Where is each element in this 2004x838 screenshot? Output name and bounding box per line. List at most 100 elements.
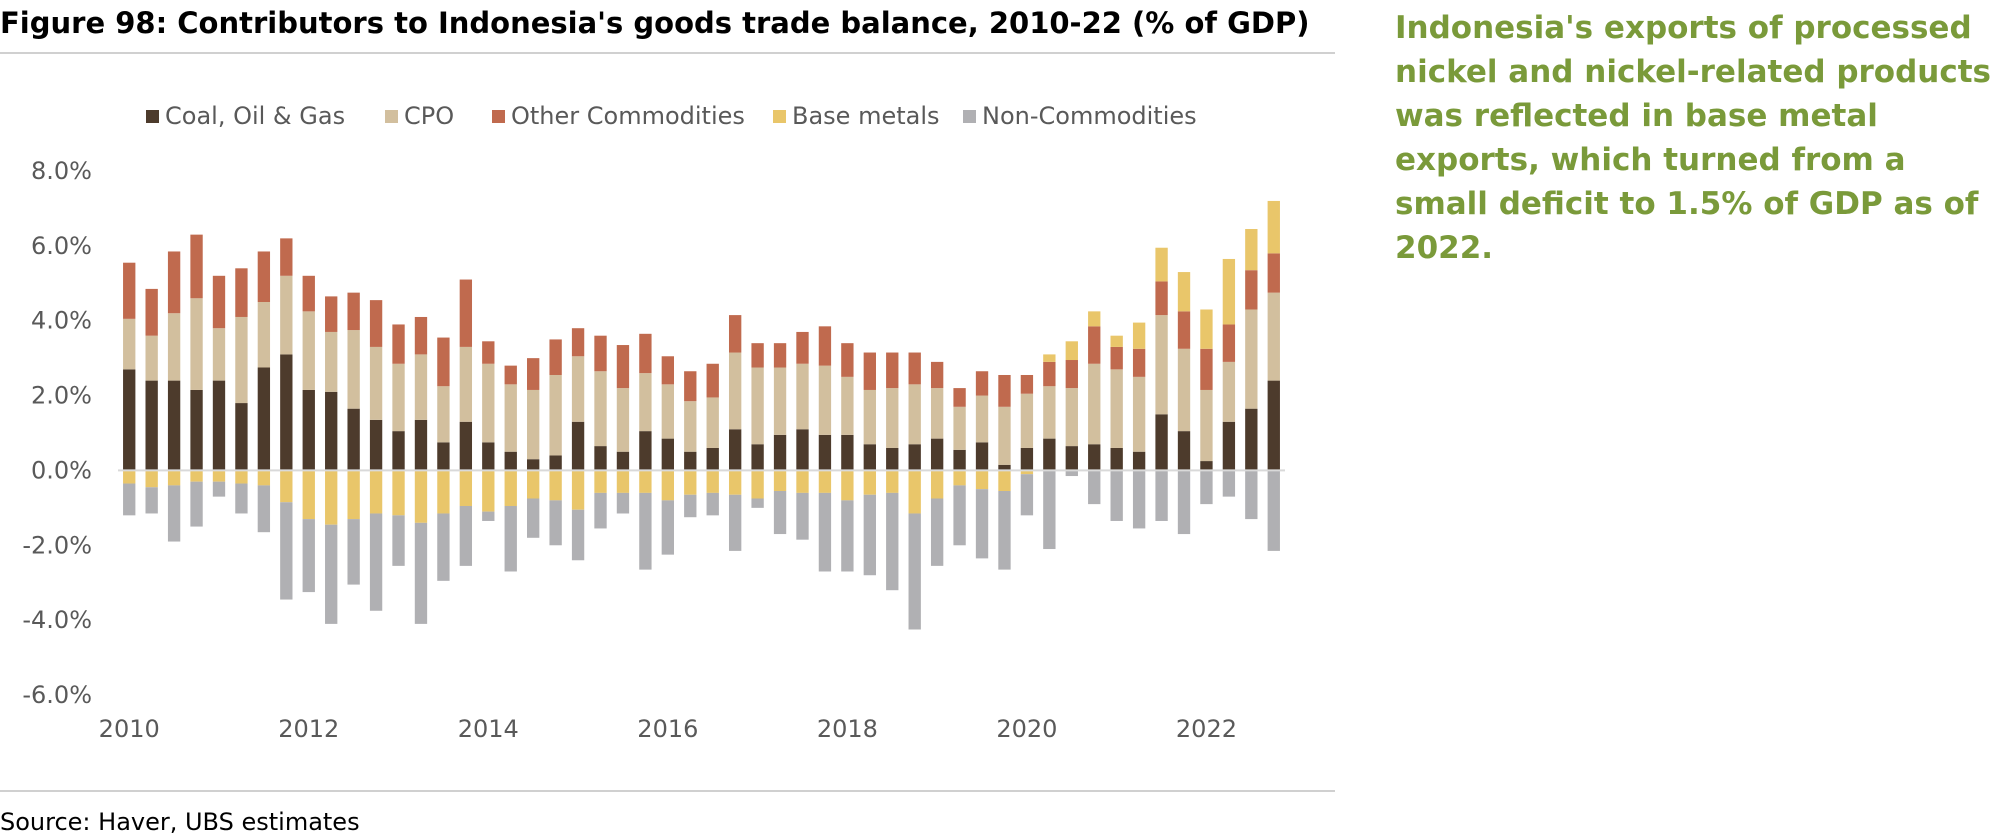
bar-segment: [280, 238, 293, 276]
bar-segment: [1177, 348, 1191, 432]
legend-swatch: [773, 110, 786, 123]
bar-segment: [1200, 470, 1213, 505]
bar-segment: [886, 388, 899, 448]
footer-rule: [0, 790, 1335, 792]
bar-segment: [818, 470, 832, 493]
bar-segment: [594, 446, 607, 471]
bar-segment: [953, 406, 966, 450]
bar-segment: [706, 363, 719, 398]
title-rule: [0, 52, 1335, 54]
bar-segment: [751, 367, 764, 445]
bar-segment: [1110, 447, 1123, 471]
bar-segment: [257, 302, 271, 368]
bar-segment: [504, 470, 517, 506]
bar-segment: [437, 442, 450, 471]
bar-segment: [975, 442, 989, 471]
bar-segment: [1110, 346, 1123, 370]
bar-segment: [1155, 315, 1168, 415]
bar-segment: [325, 296, 338, 332]
bar-segment: [414, 316, 428, 355]
legend-label: Other Commodities: [511, 102, 745, 130]
bar-segment: [751, 498, 764, 508]
bar-segment: [908, 470, 921, 514]
bar-segment: [953, 449, 966, 471]
bar-segment: [167, 380, 181, 471]
bar-segment: [908, 384, 921, 445]
bar-segment: [728, 494, 742, 551]
bar-segment: [482, 511, 495, 521]
bar-segment: [728, 315, 742, 353]
stacked-bar-chart: Coal, Oil & Gas CPO Other Commodities Base …: [22, 102, 1285, 743]
bar-segment: [796, 429, 809, 471]
bar-segment: [639, 470, 652, 493]
bar-segment: [235, 470, 248, 484]
bar-segment: [594, 371, 607, 447]
bar-segment: [684, 470, 697, 495]
bar-segment: [437, 337, 450, 387]
bar-segment: [1222, 361, 1236, 422]
bar-segment: [392, 324, 405, 364]
bar-segment: [1267, 200, 1280, 254]
bar-segment: [1155, 470, 1168, 521]
bar-segment: [1267, 292, 1280, 381]
bar-segment: [459, 421, 473, 471]
bar-segment: [818, 326, 832, 366]
bar-segment: [930, 470, 944, 499]
bar-segment: [527, 498, 540, 538]
bar-segment: [369, 300, 383, 347]
bar-segment: [886, 447, 899, 471]
x-tick-label: 2016: [637, 715, 698, 743]
bar-segment: [1088, 444, 1101, 471]
bar-segment: [257, 367, 271, 471]
x-tick-label: 2020: [996, 715, 1057, 743]
bar-segment: [998, 491, 1011, 570]
bar-segment: [998, 464, 1011, 471]
bar-segment: [369, 513, 383, 611]
bar-segment: [392, 515, 405, 566]
bar-segment: [1065, 388, 1078, 447]
bar-segment: [639, 492, 652, 570]
chart-legend: Coal, Oil & Gas CPO Other Commodities Base …: [146, 102, 1197, 130]
bar-segment: [841, 500, 854, 572]
bar-segment: [1065, 360, 1078, 389]
bar-segment: [504, 451, 517, 471]
bar-segment: [1200, 309, 1213, 349]
bar-segment: [706, 470, 719, 493]
bar-segment: [930, 361, 944, 389]
bar-segment: [1245, 408, 1258, 471]
bar-segment: [571, 328, 585, 357]
bar-segment: [1245, 270, 1258, 310]
bar-segment: [594, 492, 607, 529]
bar-segment: [616, 345, 630, 389]
bar-segment: [257, 251, 271, 302]
bar-segment: [459, 470, 473, 506]
bar-segment: [953, 388, 966, 407]
x-tick-label: 2022: [1176, 715, 1237, 743]
bar-segment: [347, 470, 360, 520]
bar-segment: [1020, 470, 1034, 475]
bar-segment: [1132, 322, 1146, 349]
side-note: Indonesia's exports of processed nickel …: [1395, 10, 1992, 266]
bar-segment: [886, 352, 899, 389]
bar-segment: [661, 438, 674, 471]
bar-segment: [616, 470, 630, 493]
y-tick-label: 8.0%: [31, 157, 92, 185]
y-tick-label: 6.0%: [31, 232, 92, 260]
bar-segment: [1200, 389, 1213, 462]
bar-segment: [123, 470, 136, 484]
bar-segment: [773, 434, 787, 471]
bar-segment: [437, 513, 450, 581]
bar-segment: [751, 343, 764, 368]
bar-segment: [1020, 393, 1034, 448]
bar-segment: [818, 365, 832, 435]
bar-segment: [1088, 326, 1101, 364]
bar-segment: [347, 519, 360, 585]
bar-segment: [549, 455, 562, 471]
bar-segment: [953, 470, 966, 486]
bar-segment: [325, 391, 338, 471]
x-tick-label: 2010: [99, 715, 160, 743]
bar-segment: [1222, 324, 1236, 362]
bar-segment: [661, 470, 674, 501]
bar-segment: [1043, 361, 1056, 387]
bar-segment: [863, 389, 876, 445]
